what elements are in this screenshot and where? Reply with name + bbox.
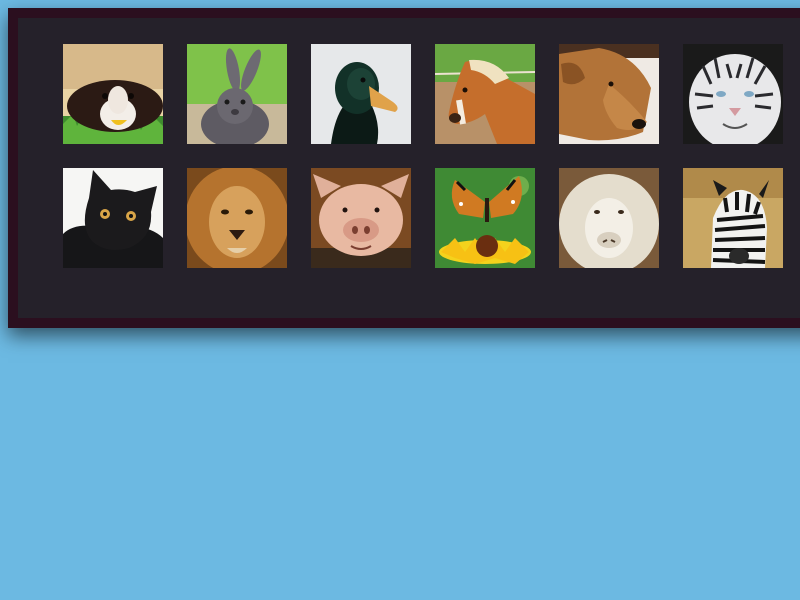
sheep-image-tile[interactable] (559, 168, 659, 268)
horse-image-tile[interactable] (435, 44, 535, 144)
dog-image (559, 44, 659, 144)
black-cat-image (63, 168, 163, 268)
butterfly-image-tile[interactable] (435, 168, 535, 268)
dog-image-tile[interactable] (559, 44, 659, 144)
guinea-pig-image-tile[interactable] (63, 44, 163, 144)
gallery-panel (8, 8, 800, 328)
pig-image (311, 168, 411, 268)
guinea-pig-image (63, 44, 163, 144)
zebra-image-tile[interactable] (683, 168, 783, 268)
gallery-panel-inner (18, 18, 800, 318)
lion-image-tile[interactable] (187, 168, 287, 268)
animal-image-grid (63, 44, 783, 268)
rabbit-image-tile[interactable] (187, 44, 287, 144)
duck-image-tile[interactable] (311, 44, 411, 144)
butterfly-image (435, 168, 535, 268)
rabbit-image (187, 44, 287, 144)
horse-image (435, 44, 535, 144)
duck-image (311, 44, 411, 144)
white-tiger-image (683, 44, 783, 144)
lion-image (187, 168, 287, 268)
white-tiger-image-tile[interactable] (683, 44, 783, 144)
zebra-image (683, 168, 783, 268)
black-cat-image-tile[interactable] (63, 168, 163, 268)
sheep-image (559, 168, 659, 268)
pig-image-tile[interactable] (311, 168, 411, 268)
